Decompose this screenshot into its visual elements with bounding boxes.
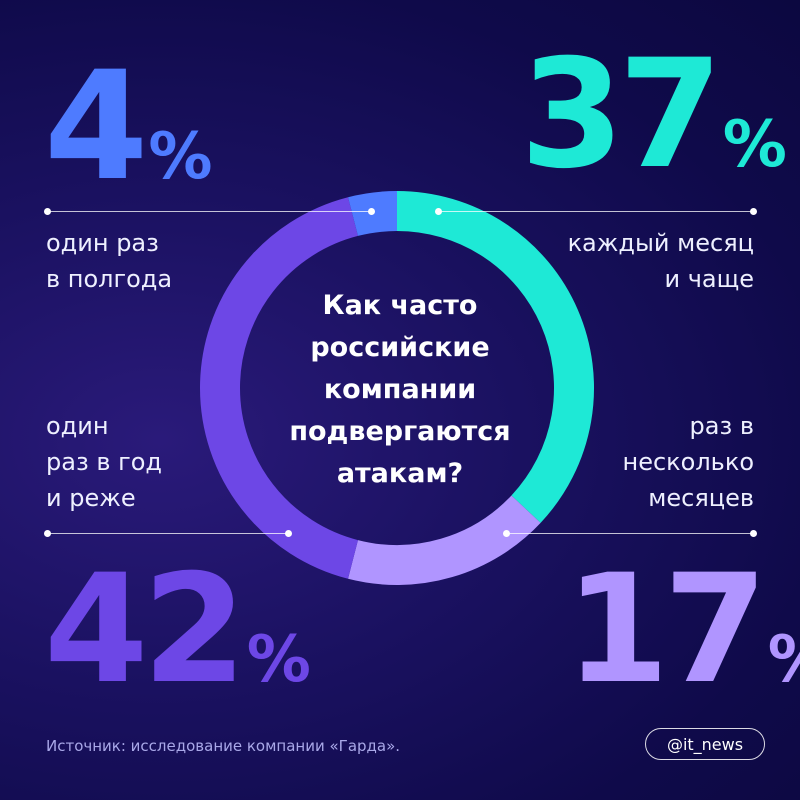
channel-handle[interactable]: @it_news [645,728,765,760]
source-note: Источник: исследование компании «Гарда». [46,737,401,755]
value-number: 42 [44,543,247,717]
donut-slice [348,495,541,585]
label-line: несколько [622,448,755,476]
chart-title-line: российские [310,332,490,363]
leader-dot [44,530,51,537]
label-line: раз в год [46,448,162,476]
chart-title-line: Как часто [322,290,478,321]
value-number: 37 [520,28,723,202]
leader-dot [44,208,51,215]
label-few-months: раз в несколько месяцев [623,408,755,516]
value-yearly: 42% [44,555,311,705]
value-few-months: 17% [565,555,800,705]
label-once-half-year: один раз в полгода [46,225,172,297]
donut-slice [396,191,594,523]
percent-sign: % [246,623,311,697]
leader-dot [750,530,757,537]
label-yearly: один раз в год и реже [46,408,162,516]
label-line: и реже [46,484,136,512]
donut-slice [200,197,359,579]
leader-line [506,533,754,534]
leader-dot [368,208,375,215]
value-number: 17 [565,543,768,717]
label-line: в полгода [46,265,173,293]
leader-line [46,533,288,534]
leader-line [438,211,754,212]
value-monthly: 37% [520,40,787,190]
leader-dot [503,530,510,537]
leader-dot [435,208,442,215]
label-line: и чаще [664,265,754,293]
chart-title-line: атакам? [336,458,464,489]
label-line: один раз [46,229,159,257]
percent-sign: % [722,108,787,182]
label-line: каждый месяц [567,229,754,257]
value-number: 4 [44,40,148,214]
leader-dot [285,530,292,537]
value-once-half-year: 4% [44,52,213,202]
label-monthly: каждый месяц и чаще [568,225,754,297]
chart-title: Как часто российские компании подвергают… [250,285,550,495]
label-line: месяцев [648,484,754,512]
chart-title-line: подвергаются [289,416,511,447]
leader-dot [750,208,757,215]
percent-sign: % [768,623,800,697]
percent-sign: % [148,120,213,194]
label-line: один [46,412,109,440]
chart-title-line: компании [323,374,477,405]
leader-line [46,211,371,212]
label-line: раз в [689,412,754,440]
